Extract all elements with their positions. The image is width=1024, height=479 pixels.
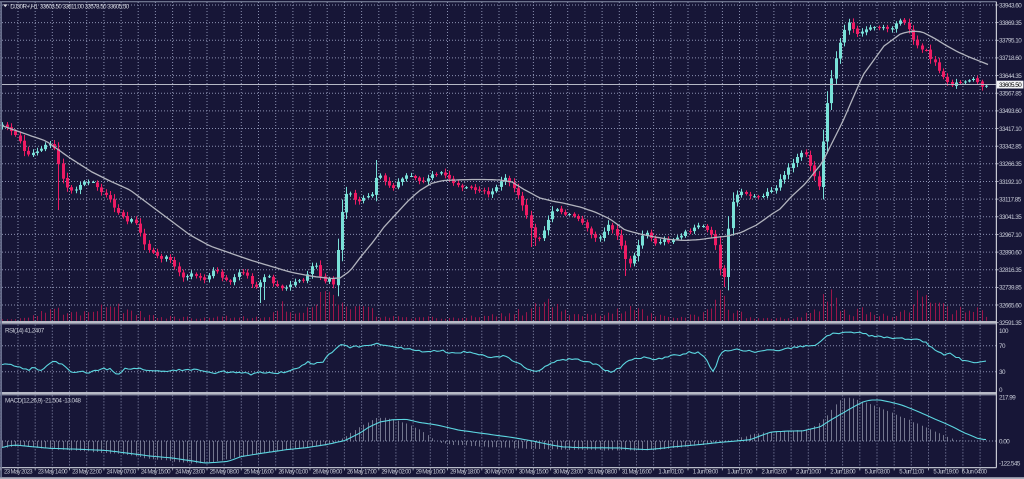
svg-text:33266.35: 33266.35 [999,161,1022,168]
svg-text:33567.85: 33567.85 [999,91,1022,98]
svg-text:26 May 09:00: 26 May 09:00 [313,469,343,475]
svg-text:32967.10: 32967.10 [999,232,1022,239]
svg-text:32665.60: 32665.60 [999,302,1022,309]
svg-text:33644.35: 33644.35 [999,73,1022,80]
svg-text:DJ30R+,H1 33603.50 33611.00 3: DJ30R+,H1 33603.50 33611.00 33578.50 336… [10,4,129,11]
svg-text:30 May 15:00: 30 May 15:00 [519,469,549,475]
svg-text:29 May 10:00: 29 May 10:00 [416,469,446,475]
svg-text:33943.60: 33943.60 [999,2,1022,9]
svg-text:5 Jun 19:00: 5 Jun 19:00 [933,469,959,475]
svg-text:100: 100 [999,328,1009,335]
svg-text:26 May 01:00: 26 May 01:00 [278,469,308,475]
svg-text:1 Jun 17:00: 1 Jun 17:00 [727,469,753,475]
svg-text:32816.35: 32816.35 [999,267,1022,274]
svg-text:32890.60: 32890.60 [999,249,1022,256]
svg-text:2 Jun 02:00: 2 Jun 02:00 [762,469,788,475]
svg-text:29 May 02:00: 29 May 02:00 [381,469,411,475]
svg-text:33417.10: 33417.10 [999,126,1022,133]
svg-text:33342.85: 33342.85 [999,144,1022,151]
svg-text:70: 70 [999,343,1006,350]
svg-text:33795.10: 33795.10 [999,38,1022,45]
svg-text:RSI(14) 41.2407: RSI(14) 41.2407 [5,328,45,335]
svg-text:32739.85: 32739.85 [999,285,1022,292]
svg-text:26 May 17:00: 26 May 17:00 [347,469,377,475]
svg-text:24 May 15:00: 24 May 15:00 [141,469,171,475]
svg-text:-122.545: -122.545 [999,461,1021,468]
svg-text:33493.60: 33493.60 [999,108,1022,115]
svg-text:0.00: 0.00 [999,438,1010,445]
svg-text:33718.60: 33718.60 [999,55,1022,62]
svg-text:33192.10: 33192.10 [999,179,1022,186]
svg-text:25 May 16:00: 25 May 16:00 [244,469,274,475]
svg-text:33869.35: 33869.35 [999,20,1022,27]
svg-text:31 May 08:00: 31 May 08:00 [588,469,618,475]
svg-text:217.99: 217.99 [999,395,1016,402]
svg-text:24 May 07:00: 24 May 07:00 [107,469,137,475]
svg-text:0: 0 [999,387,1003,394]
svg-text:33041.35: 33041.35 [999,214,1022,221]
svg-text:31 May 16:00: 31 May 16:00 [622,469,652,475]
svg-text:30 May 23:00: 30 May 23:00 [553,469,583,475]
svg-text:30 May 07:00: 30 May 07:00 [484,469,514,475]
svg-text:33117.85: 33117.85 [999,196,1022,203]
svg-text:2 Jun 10:00: 2 Jun 10:00 [796,469,822,475]
svg-text:24 May 23:00: 24 May 23:00 [175,469,205,475]
svg-text:23 May 22:00: 23 May 22:00 [72,469,102,475]
svg-text:30: 30 [999,369,1006,376]
svg-text:1 Jun 09:00: 1 Jun 09:00 [693,469,719,475]
svg-text:23 May 14:00: 23 May 14:00 [38,469,68,475]
svg-text:32591.35: 32591.35 [999,320,1022,327]
svg-text:MACD(12,26,9) -21.504 -13.048: MACD(12,26,9) -21.504 -13.048 [5,398,81,405]
svg-text:25 May 08:00: 25 May 08:00 [210,469,240,475]
svg-text:2 Jun 18:00: 2 Jun 18:00 [830,469,856,475]
svg-text:5 Jun 03:00: 5 Jun 03:00 [865,469,891,475]
svg-text:33605.50: 33605.50 [999,82,1022,89]
svg-text:29 May 18:00: 29 May 18:00 [450,469,480,475]
svg-text:23 May 2023: 23 May 2023 [4,469,33,475]
svg-text:5 Jun 11:00: 5 Jun 11:00 [899,469,925,475]
svg-text:1 Jun 01:00: 1 Jun 01:00 [658,469,684,475]
svg-text:6 Jun 04:00: 6 Jun 04:00 [962,469,988,475]
